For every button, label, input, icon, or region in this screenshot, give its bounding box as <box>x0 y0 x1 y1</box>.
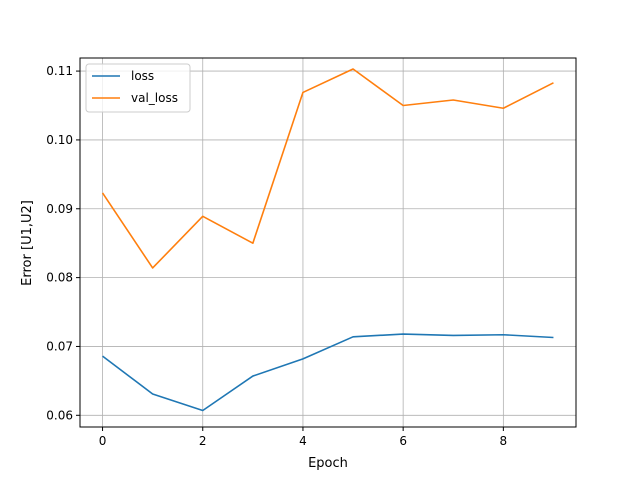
data-point <box>302 91 304 93</box>
x-tick-label: 8 <box>500 434 508 448</box>
data-point <box>101 355 103 357</box>
series-line-loss <box>102 333 554 412</box>
data-point <box>502 107 504 109</box>
data-point <box>552 336 554 338</box>
data-point <box>402 333 404 335</box>
y-tick-label: 0.07 <box>46 339 73 353</box>
axes-frame <box>79 57 577 428</box>
y-tick-label: 0.06 <box>46 408 73 422</box>
data-point <box>402 104 404 106</box>
data-point <box>352 68 354 70</box>
y-tick-label: 0.10 <box>46 133 73 147</box>
y-tick-label: 0.09 <box>46 202 73 216</box>
x-tick-label: 2 <box>199 434 207 448</box>
y-tick-label: 0.11 <box>46 64 73 78</box>
grid-lines <box>80 58 576 427</box>
data-point <box>502 334 504 336</box>
x-tick-label: 4 <box>299 434 307 448</box>
y-axis-label: Error [U1,U2] <box>20 200 35 286</box>
series-lines <box>101 68 554 412</box>
data-point <box>151 393 153 395</box>
data-point <box>452 334 454 336</box>
x-axis-label: Epoch <box>308 456 348 471</box>
data-point <box>252 242 254 244</box>
x-tick-label: 6 <box>399 434 407 448</box>
x-tick-label: 0 <box>99 434 107 448</box>
data-point <box>202 409 204 411</box>
data-point <box>452 99 454 101</box>
data-point <box>552 82 554 84</box>
series-line-val-loss <box>101 68 554 269</box>
y-axis-ticks: 0.06 0.07 0.08 0.09 0.10 0.11 <box>46 64 80 422</box>
data-point <box>352 336 354 338</box>
x-axis-ticks: 0 2 4 6 8 <box>99 427 507 448</box>
data-point <box>151 267 153 269</box>
data-point <box>202 215 204 217</box>
y-tick-label: 0.08 <box>46 271 73 285</box>
data-point <box>252 375 254 377</box>
data-point <box>101 192 103 194</box>
data-point <box>302 358 304 360</box>
legend-label: val_loss <box>131 91 178 105</box>
legend-label: loss <box>131 69 154 83</box>
legend: loss val_loss <box>85 63 191 113</box>
